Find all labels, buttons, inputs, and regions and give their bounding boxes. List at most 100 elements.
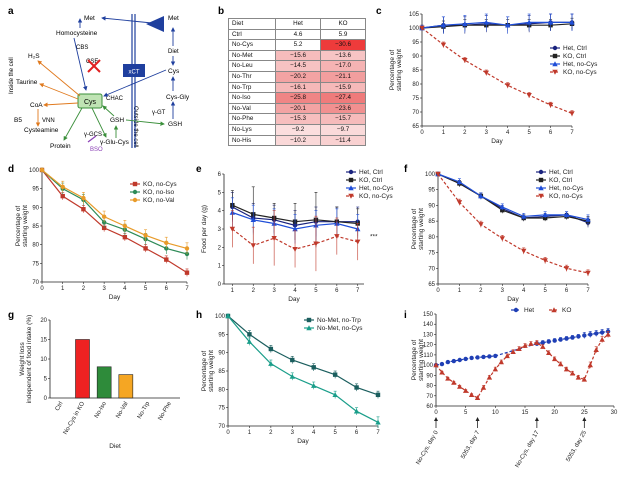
x-tick-label: 0 <box>226 430 230 436</box>
series-line-1 <box>437 173 589 222</box>
data-point <box>469 355 474 361</box>
series-line-1 <box>227 315 379 423</box>
x-tick-label: 5 <box>543 288 547 294</box>
x-tick-label: 4 <box>293 288 297 294</box>
x-tick-label: 3 <box>102 286 106 292</box>
table-cell-het: −15.3 <box>275 113 321 125</box>
y-tick-label: 70 <box>32 280 39 286</box>
y-tick-label: 95 <box>428 188 435 194</box>
y-tick-label: 1 <box>218 264 222 270</box>
y-tick-label: 60 <box>426 404 433 410</box>
y-tick-label: 110 <box>423 353 433 359</box>
x-tick-label: No-Cys in KO <box>63 401 87 436</box>
data-point <box>439 361 445 367</box>
data-point <box>500 207 505 213</box>
data-point <box>594 331 599 336</box>
table-cell-ko: −21.1 <box>320 70 366 83</box>
table-header-cell: Het <box>275 18 321 30</box>
series-line-2 <box>41 169 188 249</box>
y-axis-label: starting weight <box>418 208 425 250</box>
bso-label: BSO <box>90 147 103 153</box>
x-tick-label: 1 <box>442 130 446 136</box>
table-row: No-Met −15.6 −13.6 <box>228 49 366 62</box>
data-point <box>528 340 534 346</box>
table-header-row: Diet Het KO <box>228 18 366 30</box>
data-point <box>143 233 148 238</box>
h2s-label: H₂S <box>28 53 40 60</box>
legend-marker <box>538 185 544 191</box>
data-point <box>292 226 298 232</box>
y-tick-label: 80 <box>32 243 39 249</box>
pathway-diagram: Inside the cell Outside the cell xCT Met… <box>9 14 190 153</box>
series-line-1 <box>435 333 609 399</box>
y-axis-label: Percentage of <box>389 50 396 91</box>
data-point <box>474 395 481 401</box>
legend-label: No-Met, no-Trp <box>317 317 361 324</box>
x-tick-label: 7 <box>356 288 360 294</box>
legend-marker <box>348 193 354 199</box>
x-tick-label: 6 <box>335 288 339 294</box>
data-point <box>493 353 498 359</box>
table-row: No-His −10.2 −11.4 <box>228 134 366 147</box>
data-point <box>457 383 463 389</box>
x-tick-label: 1 <box>458 288 462 294</box>
x-axis-label: Day <box>109 294 121 301</box>
data-point <box>563 212 570 218</box>
legend-marker <box>552 45 558 51</box>
legend-label: Het, no-Cys <box>563 61 598 68</box>
data-point <box>498 359 504 365</box>
gsh-in-label: GSH <box>110 117 124 124</box>
y-axis-label: Percentage of <box>201 351 208 392</box>
bar <box>118 374 134 399</box>
y-tick-label: 85 <box>32 224 39 230</box>
b5-label: B5 <box>14 117 22 124</box>
data-point <box>250 243 256 249</box>
y-tick-label: 100 <box>29 168 40 174</box>
chart-h: 70 75 80 85 90 95 100 0 1 2 3 4 5 6 7 Day Percentage of s… <box>201 313 381 445</box>
data-point <box>569 111 575 117</box>
data-point <box>332 372 338 377</box>
inside-cell-label: Inside the cell <box>9 57 15 94</box>
data-point <box>81 195 86 201</box>
arrow-cys-to-h2s <box>37 60 81 97</box>
x-tick-label: 2 <box>252 288 256 294</box>
chac-label: CHAC <box>106 96 124 102</box>
data-point <box>478 222 484 227</box>
cys-out-label: Cys <box>168 68 180 75</box>
arrow-hcy-to-cys <box>73 37 88 91</box>
y-tick-label: 5 <box>44 377 48 383</box>
y-tick-label: 65 <box>428 282 435 288</box>
x-tick-label: 5 <box>144 286 148 292</box>
legend-label: KO, no-Cys <box>359 193 393 200</box>
y-tick-label: 65 <box>412 124 419 130</box>
arrow-gsh-to-cys-chac <box>102 105 115 117</box>
cbs-label: CBS <box>76 45 88 51</box>
cys-center-box <box>77 93 103 109</box>
data-point <box>184 251 190 257</box>
panel-label-a: a <box>8 6 14 17</box>
table-cell-ko: −11.4 <box>320 134 366 147</box>
data-point <box>451 379 457 385</box>
gsh-out-label: GSH <box>168 121 182 128</box>
x-tick-label: 1 <box>248 430 252 436</box>
y-tick-label: 80 <box>426 384 433 390</box>
y-tick-label: 90 <box>412 54 419 60</box>
table-cell-ko: −27.4 <box>320 92 366 104</box>
x-axis-label: Diet <box>109 443 121 450</box>
series-line-0 <box>227 315 379 396</box>
table-cell-diet: No-Thr <box>228 70 276 83</box>
data-point <box>593 347 599 352</box>
legend-marker <box>348 185 354 191</box>
protein-label: Protein <box>50 143 71 150</box>
x-tick-label: No-Phe <box>158 400 174 421</box>
x-tick-label: 1 <box>231 288 235 294</box>
data-point <box>292 246 298 252</box>
legend-label: KO, no-Iso <box>143 189 174 196</box>
glu-cys-label: γ-Glu-Cys <box>100 139 130 146</box>
x-tick-label: 25 <box>581 410 588 416</box>
table-cell-het: −16.1 <box>275 81 321 94</box>
data-point <box>569 19 575 25</box>
data-point <box>563 266 570 271</box>
series-line-2 <box>437 173 589 221</box>
panel-label-h: h <box>196 310 202 321</box>
